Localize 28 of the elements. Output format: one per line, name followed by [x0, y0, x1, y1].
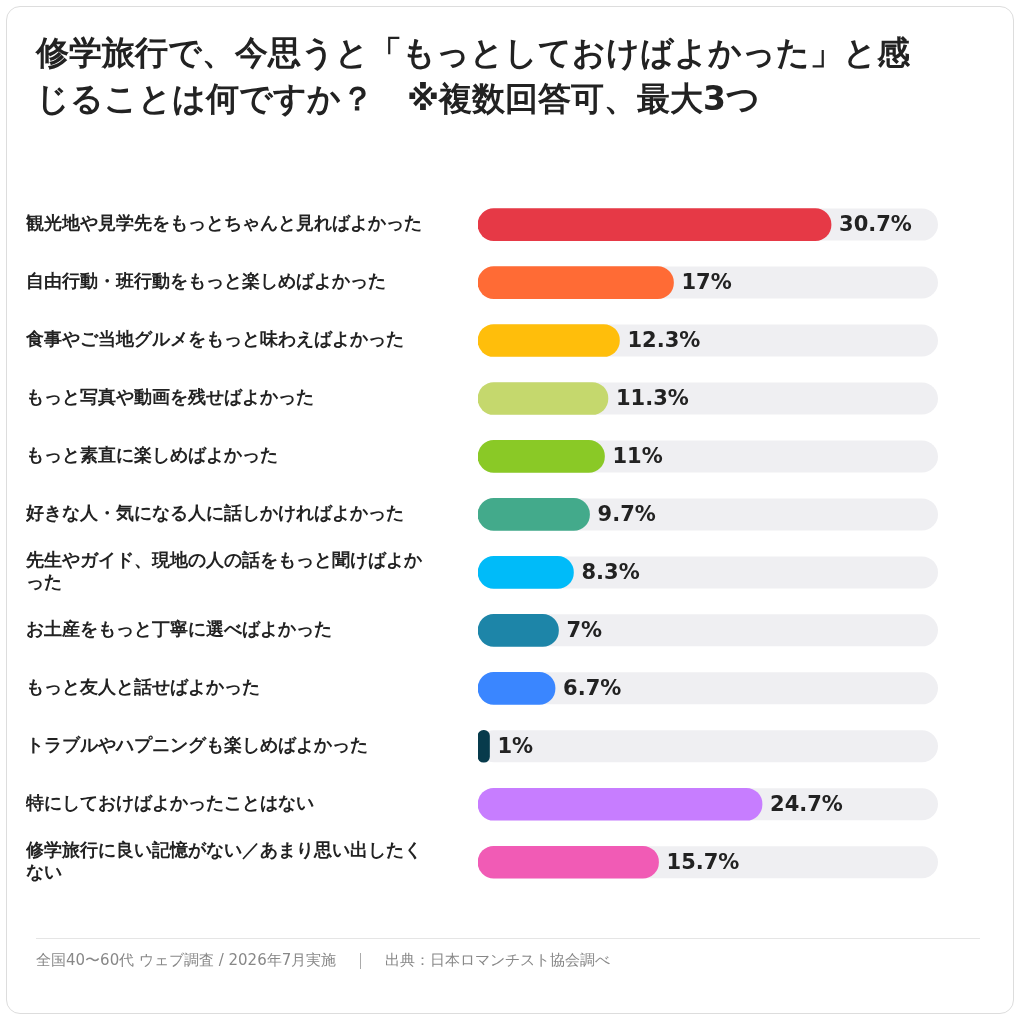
- chart-title: 修学旅行で、今思うと「もっとしておけばよかった」と感じることは何ですか？ ※複数回答可、最大3つ: [36, 32, 911, 120]
- data-label: 9.7%: [597, 501, 656, 526]
- y-tick-label: お土産をもっと丁寧に選べばよかった: [26, 618, 332, 640]
- data-label: 17%: [681, 270, 732, 294]
- y-tick-label: もっと写真や動画を残せばよかった: [26, 386, 314, 408]
- data-label: 12.3%: [627, 327, 701, 352]
- data-label: 11%: [612, 443, 663, 468]
- text: 全国40〜60代 ウェブ調査 / 2026年7月実施: [36, 951, 337, 970]
- y-tick-label: 先生やガイド、現地の人の話をもっと聞けばよかった: [25, 549, 423, 592]
- bar: [478, 498, 590, 531]
- data-label: 15.7%: [666, 849, 740, 874]
- y-tick-label: トラブルやハプニングも楽しめばよかった: [26, 733, 368, 755]
- y-tick-label: 修学旅行に良い記憶がない／あまり思い出したくない: [25, 839, 422, 882]
- y-tick-label: 自由行動・班行動をもっと楽しめばよかった: [26, 270, 386, 292]
- y-tick-label: 食事やご当地グルメをもっと味わえばよかった: [25, 328, 404, 350]
- y-tick-label: 特にしておけばよかったことはない: [25, 791, 314, 813]
- data-label: 8.3%: [581, 559, 640, 584]
- data-label: 6.7%: [563, 675, 622, 700]
- y-tick-label: 好きな人・気になる人に話しかければよかった: [25, 502, 404, 524]
- data-label: 7%: [566, 617, 603, 642]
- data-label: 30.7%: [839, 212, 912, 237]
- data-label: 24.7%: [770, 791, 843, 816]
- source-note: 出典：日本ロマンチスト協会調べ: [385, 951, 611, 970]
- y-tick-label: もっと素直に楽しめばよかった: [26, 444, 278, 466]
- data-label: 11.3%: [615, 385, 689, 410]
- data-label: 1%: [497, 733, 534, 758]
- y-tick-label: もっと友人と話せばよかった: [26, 675, 260, 697]
- y-tick-label: 観光地や見学先をもっとちゃんと見ればよかった: [25, 212, 422, 234]
